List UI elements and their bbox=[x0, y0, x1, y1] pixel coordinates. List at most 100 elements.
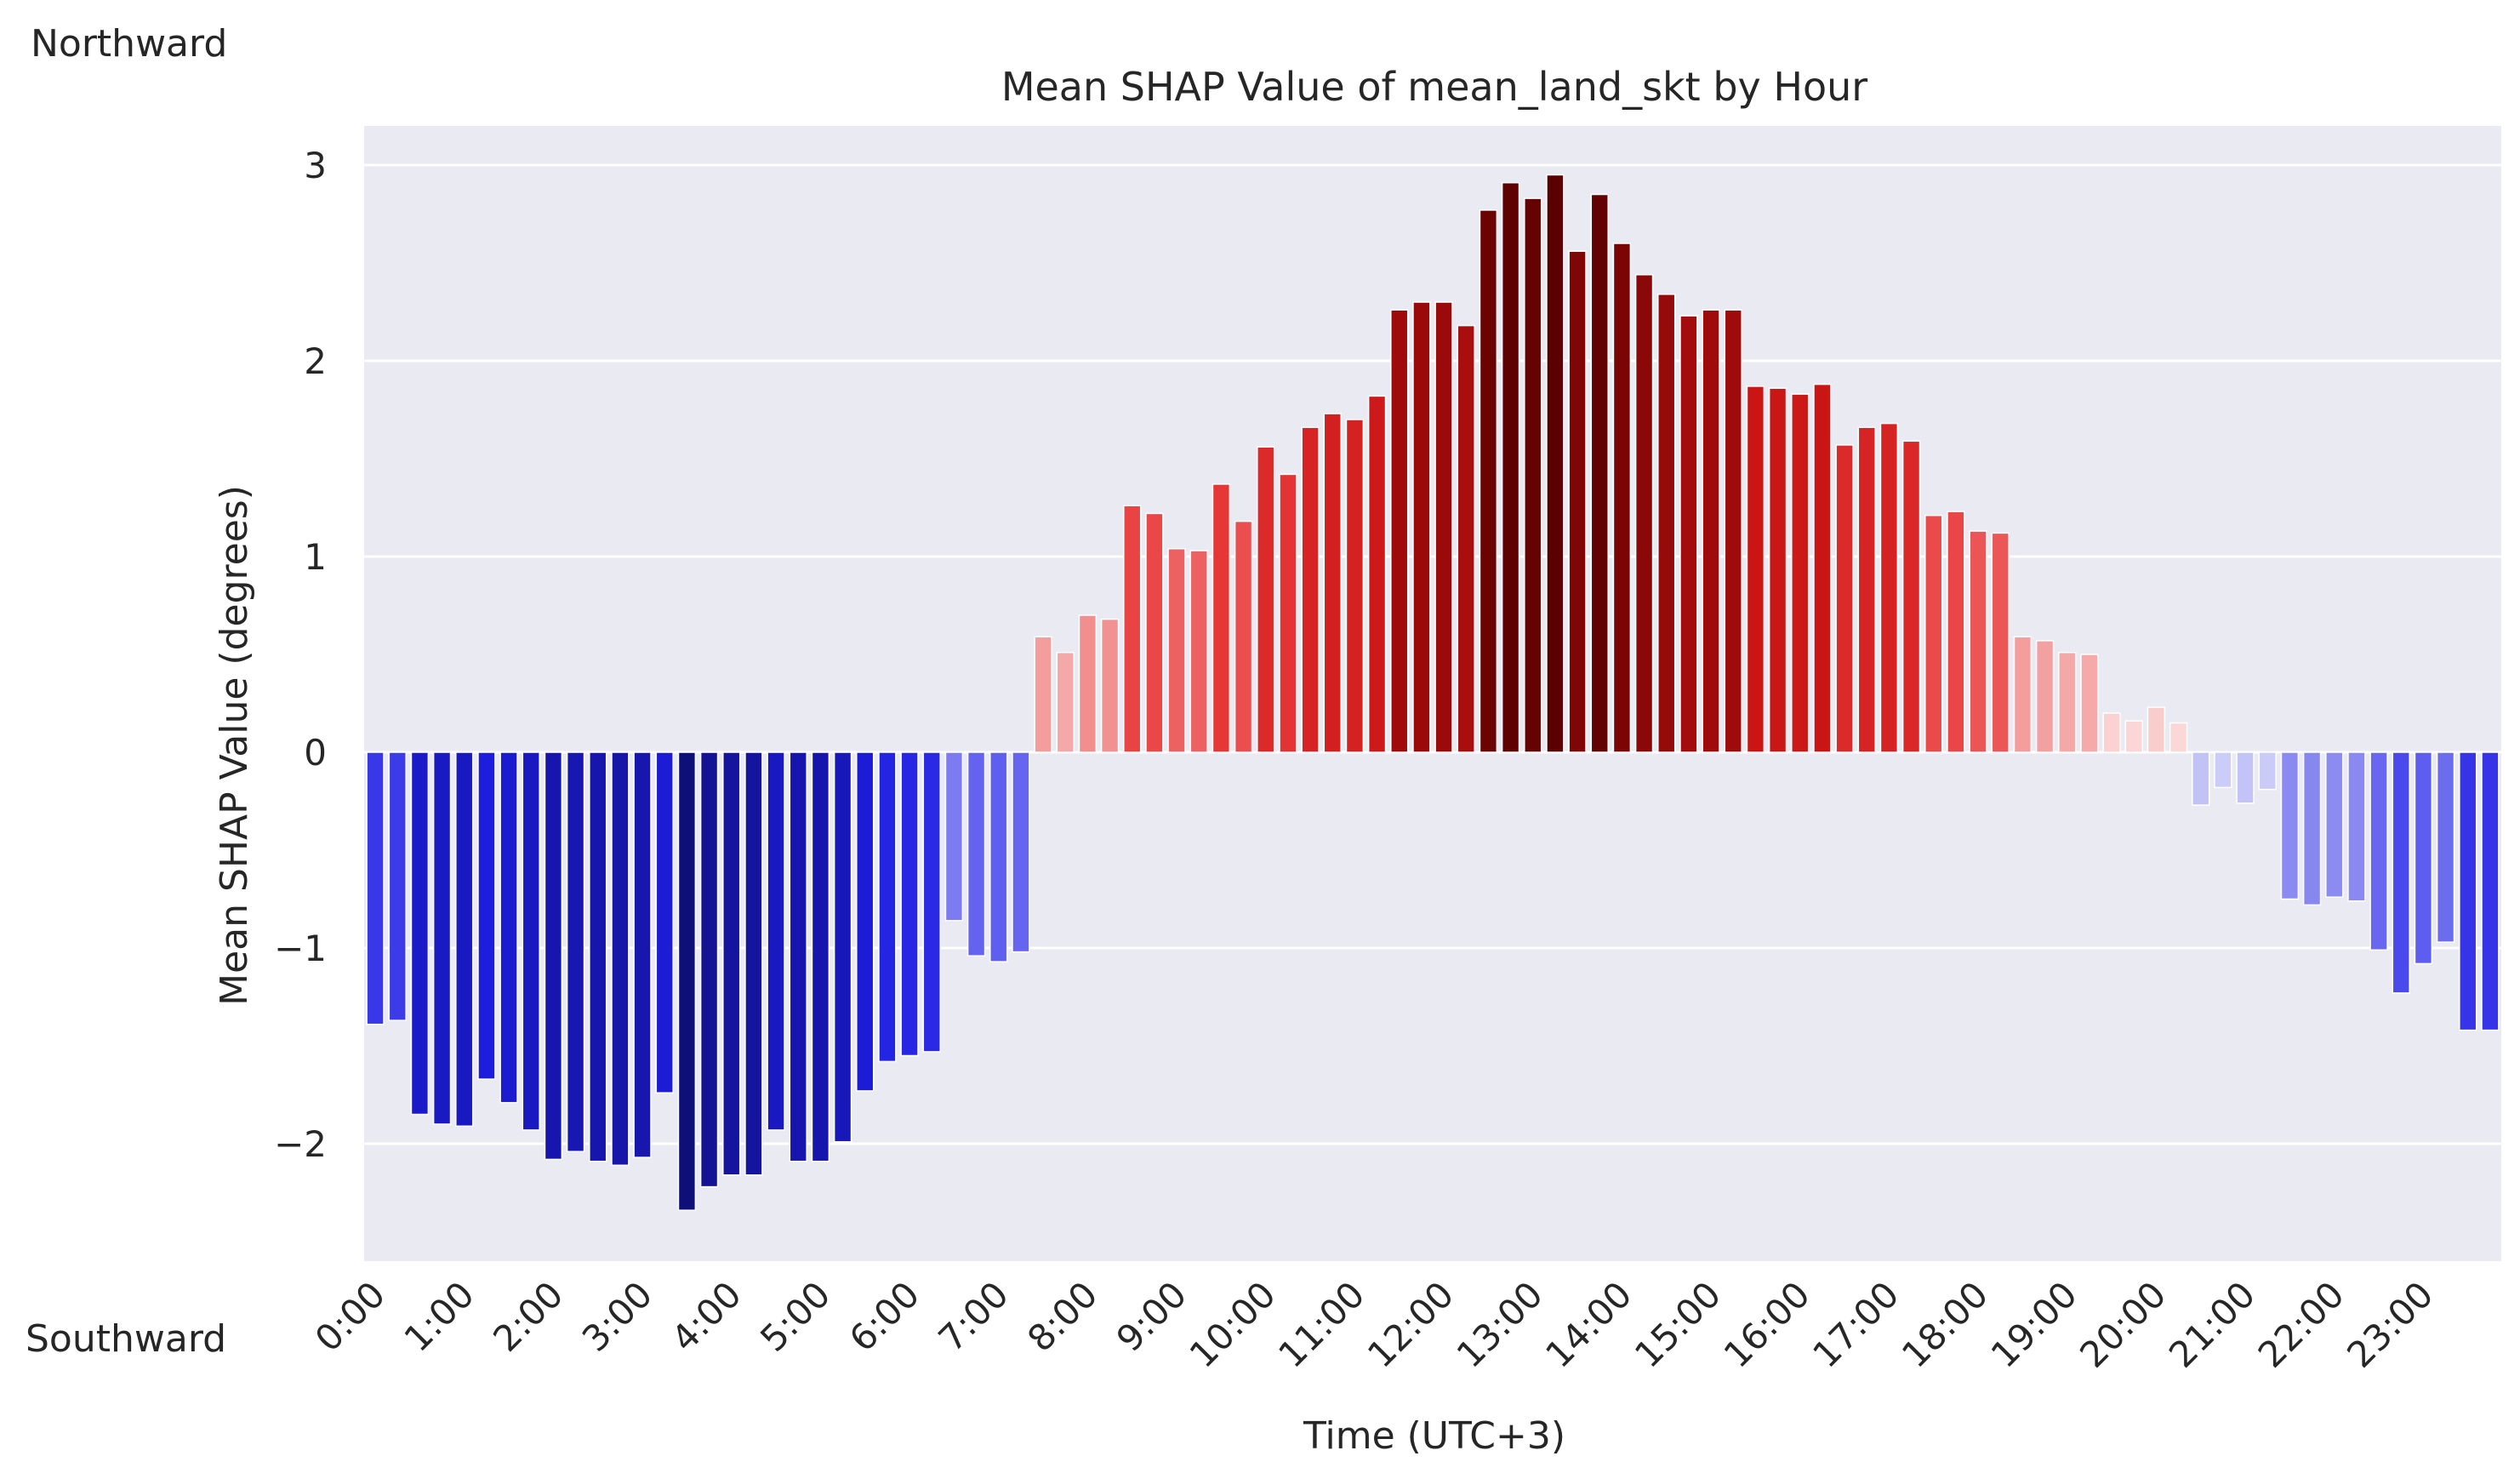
bar bbox=[2436, 751, 2455, 943]
bar bbox=[1479, 209, 1498, 753]
bar bbox=[1791, 393, 1810, 753]
bar bbox=[1702, 309, 1720, 753]
bar bbox=[1145, 512, 1164, 753]
bar bbox=[767, 751, 785, 1131]
bar bbox=[1546, 174, 1565, 753]
bar bbox=[2147, 706, 2166, 753]
x-tick-label: 11:00 bbox=[1270, 1273, 1372, 1375]
bar bbox=[2369, 751, 2388, 951]
bar bbox=[1612, 243, 1632, 753]
bar bbox=[410, 751, 430, 1116]
bar bbox=[1323, 413, 1342, 753]
bar bbox=[922, 751, 941, 1053]
bar bbox=[1189, 550, 1208, 753]
x-tick-label: 10:00 bbox=[1182, 1273, 1284, 1375]
x-tick-label: 15:00 bbox=[1627, 1273, 1729, 1375]
bar bbox=[2325, 751, 2344, 898]
bar bbox=[1991, 532, 2010, 753]
x-axis-ticks: 0:00 1:00 2:00 3:00 4:00 5:00 6:00 7:00 8:00 9:00… bbox=[307, 1273, 2442, 1375]
bar bbox=[1857, 426, 1876, 753]
bar bbox=[2192, 751, 2210, 806]
bar bbox=[655, 751, 674, 1094]
x-tick-label: 18:00 bbox=[1894, 1273, 1996, 1375]
chart-title: Mean SHAP Value of mean_land_skt by Hour bbox=[1001, 64, 1867, 110]
bar bbox=[1012, 751, 1030, 953]
bar bbox=[522, 751, 540, 1131]
bar bbox=[499, 751, 518, 1104]
y-tick-label: 2 bbox=[304, 340, 327, 382]
bar bbox=[432, 751, 452, 1125]
y-axis-title: Mean SHAP Value (degrees) bbox=[213, 485, 256, 1006]
bar bbox=[1947, 511, 1965, 753]
x-tick-label: 17:00 bbox=[1804, 1273, 1907, 1375]
x-tick-label: 20:00 bbox=[2072, 1273, 2174, 1375]
plot-area bbox=[364, 126, 2501, 1261]
y-tick-label: 1 bbox=[304, 536, 327, 578]
x-tick-label: 22:00 bbox=[2250, 1273, 2352, 1375]
bar bbox=[1100, 618, 1120, 753]
bar bbox=[1634, 274, 1654, 753]
bar bbox=[2169, 722, 2188, 753]
bar bbox=[1234, 520, 1253, 753]
x-tick-label: 12:00 bbox=[1360, 1273, 1462, 1375]
bar bbox=[811, 751, 830, 1162]
bar bbox=[611, 751, 630, 1167]
x-tick-label: 23:00 bbox=[2339, 1273, 2441, 1375]
bar bbox=[2280, 751, 2300, 900]
y-tick-label: −2 bbox=[274, 1123, 327, 1165]
bar bbox=[1034, 636, 1052, 753]
x-tick-label: 1:00 bbox=[396, 1273, 482, 1359]
bar bbox=[544, 751, 563, 1161]
bar bbox=[1835, 444, 1854, 753]
bar bbox=[1301, 426, 1320, 753]
bar bbox=[1901, 440, 1921, 753]
x-tick-label: 3:00 bbox=[574, 1273, 660, 1359]
bar bbox=[789, 751, 807, 1162]
bar bbox=[589, 751, 607, 1162]
x-tick-label: 19:00 bbox=[1983, 1273, 2085, 1375]
x-tick-label: 4:00 bbox=[664, 1273, 750, 1359]
bar bbox=[1969, 530, 1987, 753]
bar bbox=[2058, 651, 2077, 753]
bar bbox=[856, 751, 875, 1092]
bar bbox=[566, 751, 585, 1152]
x-axis-title: Time (UTC+3) bbox=[1303, 1414, 1565, 1458]
bar bbox=[366, 751, 385, 1025]
bar bbox=[1056, 651, 1075, 753]
bar bbox=[1924, 514, 1943, 753]
x-tick-label: 5:00 bbox=[752, 1273, 838, 1359]
bar bbox=[2214, 751, 2232, 789]
bar bbox=[722, 751, 741, 1176]
bar bbox=[2392, 751, 2410, 994]
bars bbox=[366, 174, 2500, 1211]
southward-label: Southward bbox=[26, 1317, 227, 1361]
bar bbox=[633, 751, 652, 1158]
bar bbox=[677, 751, 697, 1211]
bar bbox=[2347, 751, 2366, 902]
bar bbox=[2258, 751, 2277, 791]
x-tick-label: 2:00 bbox=[485, 1273, 571, 1359]
bar bbox=[2080, 654, 2099, 753]
x-tick-label: 13:00 bbox=[1449, 1273, 1551, 1375]
x-tick-label: 6:00 bbox=[841, 1273, 927, 1359]
bar bbox=[1568, 250, 1587, 753]
x-tick-label: 14:00 bbox=[1537, 1273, 1639, 1375]
bar bbox=[1679, 315, 1698, 753]
bar bbox=[989, 751, 1008, 962]
bar bbox=[1345, 419, 1365, 753]
y-tick-label: 3 bbox=[304, 145, 327, 186]
bar bbox=[878, 751, 897, 1063]
bar bbox=[1390, 309, 1409, 753]
bar bbox=[966, 751, 986, 956]
x-tick-label: 8:00 bbox=[1019, 1273, 1105, 1359]
bar bbox=[900, 751, 919, 1057]
bar bbox=[1879, 422, 1899, 753]
bar bbox=[1412, 301, 1431, 753]
bar bbox=[1123, 505, 1142, 753]
x-tick-label: 0:00 bbox=[307, 1273, 393, 1359]
y-tick-label: −1 bbox=[274, 928, 327, 969]
bar bbox=[1768, 387, 1787, 753]
bar bbox=[1524, 197, 1542, 753]
bar bbox=[1813, 383, 1832, 753]
bar bbox=[2035, 640, 2055, 753]
